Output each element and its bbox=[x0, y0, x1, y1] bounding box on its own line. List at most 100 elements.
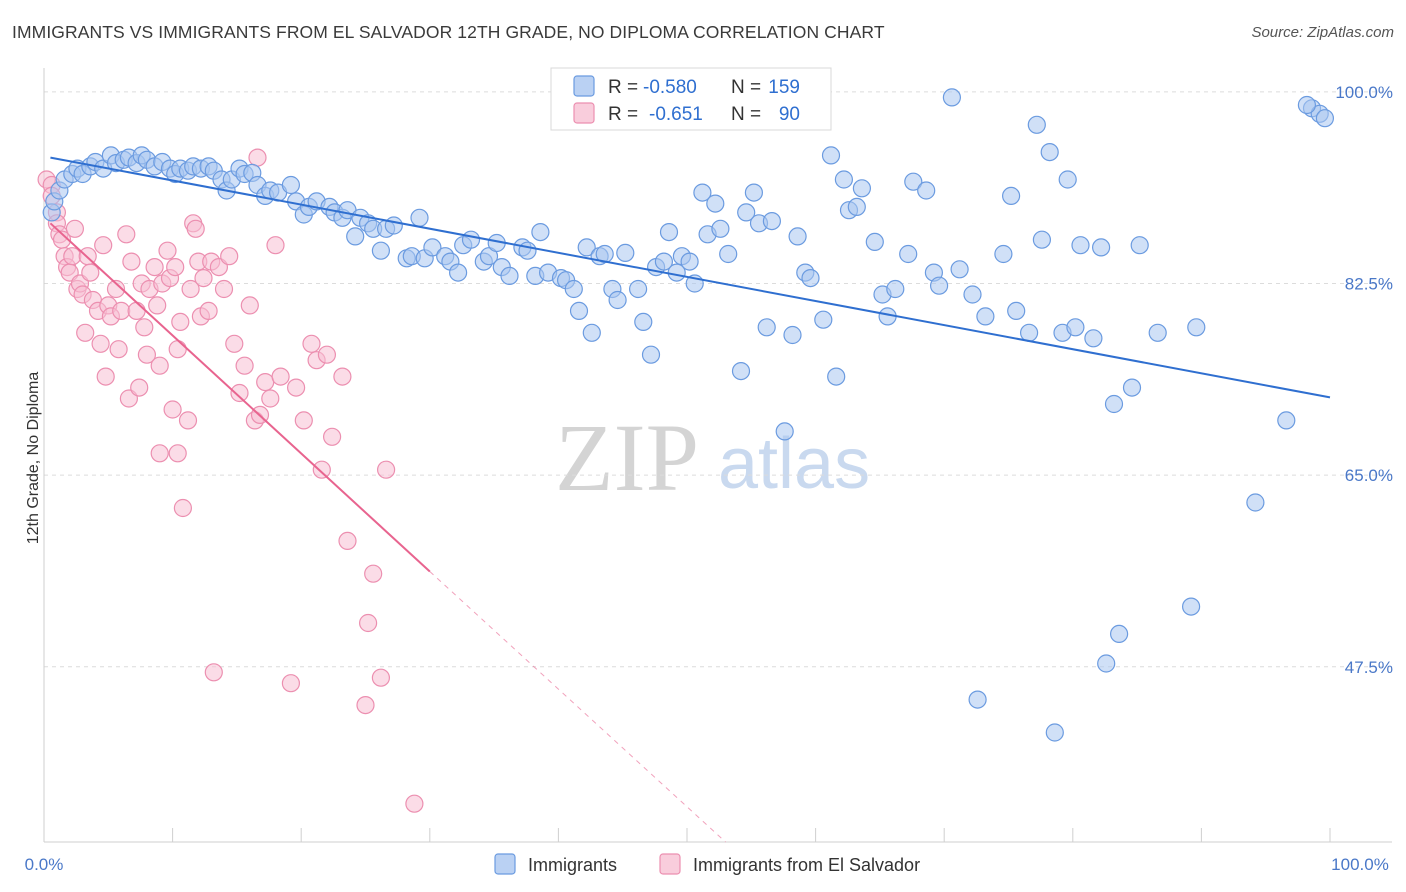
series-legend-swatch-el-salvador bbox=[659, 853, 681, 875]
immigrants-point-128 bbox=[963, 285, 982, 304]
immigrants-point-131 bbox=[994, 244, 1013, 264]
el-salvador-point-39 bbox=[150, 356, 169, 375]
el-salvador-point-11 bbox=[65, 219, 85, 238]
immigrants-point-152 bbox=[1187, 318, 1206, 337]
chart-title: IMMIGRANTS VS IMMIGRANTS FROM EL SALVADO… bbox=[12, 22, 885, 42]
el-salvador-point-80 bbox=[333, 367, 352, 386]
immigrants-point-98 bbox=[719, 244, 738, 264]
watermark-zip: ZIP bbox=[555, 404, 699, 511]
legend-r-label-2: R = bbox=[608, 104, 638, 125]
immigrants-point-143 bbox=[1084, 329, 1103, 348]
immigrants-point-103 bbox=[757, 318, 776, 337]
x-tick-labels: 0.0% 100.0% bbox=[25, 855, 1389, 874]
el-salvador-point-79 bbox=[323, 427, 342, 446]
immigrants-point-107 bbox=[788, 227, 807, 246]
immigrants-point-121 bbox=[899, 244, 918, 264]
el-salvador-point-35 bbox=[137, 345, 156, 364]
immigrants-point-55 bbox=[410, 208, 429, 227]
el-salvador-point-22 bbox=[96, 367, 115, 386]
immigrants-point-142 bbox=[1071, 236, 1090, 255]
x-tick-label-1: 100.0% bbox=[1331, 855, 1389, 874]
immigrants-point-77 bbox=[577, 238, 596, 257]
el-salvador-point-72 bbox=[281, 674, 300, 693]
immigrants-point-85 bbox=[634, 312, 653, 331]
el-salvador-point-28 bbox=[117, 225, 136, 244]
immigrants-point-140 bbox=[1058, 170, 1077, 189]
immigrants-point-133 bbox=[1007, 301, 1026, 320]
y-tick-label-0: 47.5% bbox=[1345, 658, 1393, 677]
el-salvador-point-66 bbox=[248, 148, 267, 167]
correlation-legend: R = -0.580 N = 159 R = -0.651 N = 90 bbox=[550, 67, 832, 131]
immigrants-point-129 bbox=[968, 690, 987, 709]
immigrants-points bbox=[42, 88, 1335, 742]
immigrants-point-97 bbox=[711, 219, 730, 238]
el-salvador-point-15 bbox=[76, 323, 95, 342]
immigrants-point-75 bbox=[564, 279, 583, 299]
legend-r-label-1: R = bbox=[608, 77, 638, 98]
el-salvador-point-84 bbox=[371, 668, 390, 687]
immigrants-point-52 bbox=[384, 216, 403, 235]
series-legend: Immigrants Immigrants from El Salvador bbox=[494, 853, 920, 875]
immigrants-point-92 bbox=[680, 252, 699, 271]
immigrants-point-50 bbox=[371, 241, 390, 260]
el-salvador-point-46 bbox=[171, 312, 190, 331]
el-salvador-point-51 bbox=[186, 219, 205, 238]
y-tick-label-2: 82.5% bbox=[1345, 275, 1393, 294]
el-salvador-point-83 bbox=[364, 564, 383, 583]
immigrants-point-132 bbox=[1001, 186, 1021, 205]
el-salvador-trend-extension bbox=[429, 571, 726, 843]
legend-n-label-2: N = bbox=[731, 104, 761, 125]
immigrants-point-138 bbox=[1045, 723, 1064, 742]
el-salvador-point-26 bbox=[109, 340, 128, 359]
el-salvador-point-69 bbox=[261, 389, 280, 408]
immigrants-point-80 bbox=[595, 244, 614, 264]
el-salvador-point-86 bbox=[377, 460, 396, 479]
el-salvador-point-25 bbox=[106, 279, 126, 299]
immigrants-point-106 bbox=[783, 325, 802, 345]
immigrants-point-78 bbox=[582, 323, 601, 342]
immigrants-point-127 bbox=[950, 260, 969, 279]
immigrants-point-154 bbox=[1277, 411, 1296, 430]
el-salvador-point-64 bbox=[240, 296, 259, 315]
el-salvador-point-70 bbox=[266, 236, 285, 255]
el-salvador-point-10 bbox=[63, 247, 82, 266]
immigrants-point-86 bbox=[641, 345, 661, 364]
immigrants-point-88 bbox=[654, 252, 674, 271]
immigrants-point-123 bbox=[917, 181, 936, 200]
legend-n-label-1: N = bbox=[731, 77, 761, 98]
el-salvador-point-71 bbox=[271, 367, 290, 386]
immigrants-point-117 bbox=[865, 232, 884, 251]
el-salvador-point-17 bbox=[81, 263, 100, 282]
immigrants-point-62 bbox=[461, 230, 481, 249]
immigrants-point-76 bbox=[569, 301, 589, 320]
immigrants-point-146 bbox=[1104, 394, 1124, 414]
el-salvador-point-59 bbox=[214, 279, 234, 299]
el-salvador-point-88 bbox=[150, 444, 169, 463]
el-salvador-point-27 bbox=[112, 301, 131, 320]
immigrants-point-96 bbox=[706, 194, 725, 213]
immigrants-point-46 bbox=[346, 227, 365, 246]
immigrants-point-71 bbox=[531, 223, 550, 242]
immigrants-point-99 bbox=[731, 362, 751, 381]
immigrants-point-111 bbox=[821, 146, 841, 165]
y-tick-labels: 47.5% 65.0% 82.5% 100.0% bbox=[1335, 83, 1393, 677]
immigrants-point-105 bbox=[775, 422, 794, 441]
el-salvador-point-44 bbox=[166, 258, 185, 277]
el-salvador-point-38 bbox=[148, 296, 167, 315]
watermark-atlas: atlas bbox=[718, 424, 870, 504]
el-salvador-point-43 bbox=[163, 400, 182, 419]
el-salvador-point-55 bbox=[199, 301, 218, 320]
immigrants-point-82 bbox=[608, 290, 627, 310]
el-salvador-point-87 bbox=[168, 444, 187, 463]
x-tick-label-0: 0.0% bbox=[25, 855, 64, 874]
el-salvador-point-31 bbox=[127, 301, 146, 320]
series-legend-label-immigrants: Immigrants bbox=[528, 855, 617, 875]
immigrants-point-144 bbox=[1091, 238, 1111, 257]
legend-r-value-1: -0.580 bbox=[643, 77, 697, 98]
immigrants-point-94 bbox=[693, 183, 712, 202]
immigrants-point-100 bbox=[737, 203, 756, 222]
series-legend-swatch-immigrants bbox=[494, 853, 516, 875]
immigrants-point-149 bbox=[1130, 236, 1149, 255]
el-salvador-point-62 bbox=[230, 383, 249, 403]
